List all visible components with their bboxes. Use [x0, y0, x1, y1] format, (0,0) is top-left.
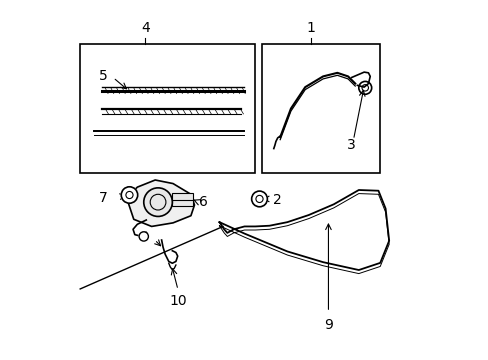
Text: 3: 3 [346, 138, 355, 152]
Circle shape [139, 232, 148, 241]
Text: 6: 6 [199, 195, 207, 209]
Bar [262, 44, 380, 173]
Text: 9: 9 [324, 318, 332, 332]
Text: 10: 10 [169, 294, 186, 308]
Bar [172, 193, 193, 206]
Polygon shape [126, 180, 194, 226]
Text: 1: 1 [305, 21, 314, 35]
Bar [80, 44, 255, 173]
Circle shape [143, 188, 172, 216]
Text: 5: 5 [99, 69, 107, 83]
Text: 4: 4 [141, 21, 149, 35]
Circle shape [121, 187, 138, 203]
Circle shape [251, 191, 267, 207]
Text: 2: 2 [272, 193, 281, 207]
Text: 8: 8 [140, 230, 148, 244]
Text: 7: 7 [99, 191, 108, 205]
